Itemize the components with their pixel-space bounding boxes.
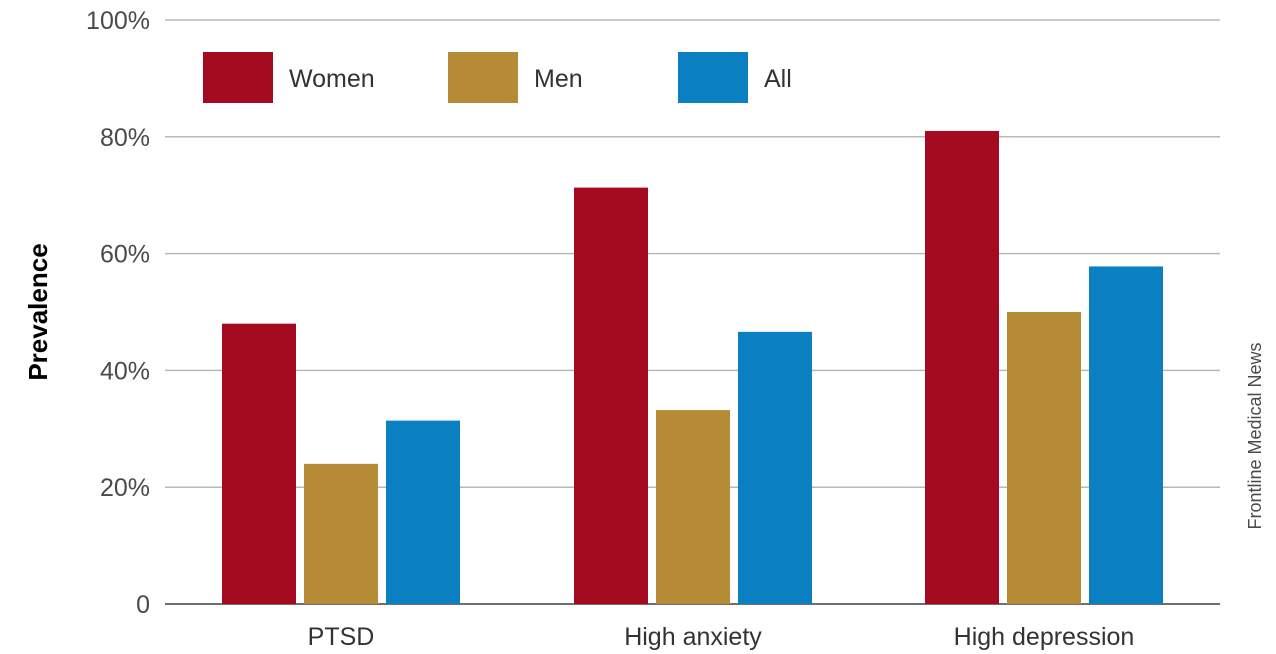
legend-label-women: Women [289,65,375,93]
y-tick-label: 80% [100,124,150,152]
bar-men-high-anxiety [656,410,730,604]
legend-label-men: Men [534,65,583,93]
bar-all-ptsd [386,420,460,604]
bar-men-high-depression [1007,312,1081,604]
legend: Women Men All [203,52,792,103]
x-category-label: High anxiety [624,623,762,651]
credit-text: Frontline Medical News [1245,342,1265,529]
bar-women-high-depression [925,130,999,604]
y-tick-label: 100% [86,7,150,35]
x-category-label: PTSD [308,623,375,651]
y-axis-label: Prevalence [23,243,53,380]
legend-swatch-men [448,52,518,103]
bar-all-high-anxiety [738,331,812,604]
y-tick-label: 40% [100,357,150,385]
bar-women-ptsd [222,323,296,604]
bars [222,130,1163,604]
y-tick-label: 20% [100,474,150,502]
bar-all-high-depression [1089,266,1163,604]
legend-label-all: All [764,65,792,93]
x-category-label: High depression [954,623,1135,651]
y-tick-label: 0 [136,591,150,619]
legend-swatch-women [203,52,273,103]
y-axis-ticks: 0 20% 40% 60% 80% 100% [86,7,150,619]
bar-women-high-anxiety [574,187,648,604]
x-axis-labels: PTSD High anxiety High depression [308,623,1135,651]
y-tick-label: 60% [100,241,150,269]
bar-men-ptsd [304,463,378,604]
legend-swatch-all [678,52,748,103]
